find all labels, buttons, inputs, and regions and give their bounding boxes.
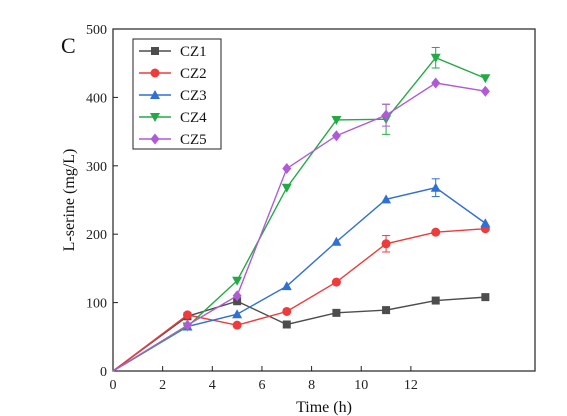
y-tick-label: 0	[100, 365, 107, 380]
legend-item-cz2: CZ2	[139, 66, 207, 82]
legend-label: CZ4	[180, 110, 207, 126]
y-axis-title: L-serine (mg/L)	[61, 149, 78, 252]
legend-item-cz4: CZ4	[139, 110, 207, 126]
data-point	[480, 218, 491, 228]
data-point	[381, 194, 392, 204]
data-point	[282, 306, 292, 316]
series-cz1	[112, 293, 490, 372]
series-line	[112, 296, 486, 372]
data-point	[331, 277, 341, 287]
data-point	[480, 85, 490, 97]
data-point	[281, 281, 292, 291]
series-line	[112, 82, 486, 372]
x-tick-label: 2	[159, 378, 166, 393]
x-tick-label: 6	[258, 378, 265, 393]
legend-marker	[150, 90, 160, 99]
series-cz2	[112, 224, 490, 372]
data-point	[331, 115, 342, 125]
legend-marker	[150, 113, 160, 122]
series-line	[112, 56, 486, 372]
legend-label: CZ2	[180, 66, 207, 82]
data-point	[282, 163, 292, 175]
data-point	[331, 236, 342, 246]
series-line	[112, 228, 486, 372]
data-point	[332, 308, 341, 317]
data-point	[282, 320, 291, 329]
data-point	[331, 130, 341, 142]
data-point	[382, 306, 391, 315]
series-layer	[112, 46, 491, 372]
legend-item-cz5: CZ5	[139, 132, 207, 148]
legend-item-cz1: CZ1	[139, 44, 207, 60]
data-point	[431, 296, 440, 305]
data-point	[431, 227, 441, 237]
legend-label: CZ1	[180, 44, 207, 60]
data-point	[232, 290, 242, 302]
data-point	[182, 319, 192, 331]
series-cz5	[112, 77, 490, 372]
y-tick-label: 200	[86, 228, 107, 243]
data-point	[232, 320, 242, 330]
data-point	[232, 309, 243, 319]
legend-item-cz3: CZ3	[139, 88, 207, 104]
data-point	[281, 183, 292, 193]
data-point	[481, 293, 490, 302]
panel-letter: C	[61, 33, 76, 58]
series-cz3	[112, 182, 491, 372]
legend-marker	[150, 68, 160, 78]
legend-label: CZ3	[180, 88, 207, 104]
data-point	[480, 74, 491, 84]
axes: 0 2 4 6 8 10 12 0 100 200 300 400 500	[86, 23, 418, 393]
y-tick-label: 100	[86, 297, 107, 312]
y-tick-label: 400	[86, 91, 107, 106]
data-point	[232, 276, 243, 286]
legend-marker	[151, 47, 159, 55]
legend-marker	[150, 133, 160, 145]
legend-label: CZ5	[180, 132, 207, 148]
data-point	[431, 77, 441, 89]
plot-frame	[112, 28, 536, 372]
x-tick-label: 8	[308, 378, 315, 393]
x-tick-label: 10	[354, 378, 368, 393]
x-tick-label: 12	[404, 378, 418, 393]
series-line	[112, 186, 486, 372]
x-tick-label: 0	[110, 378, 117, 393]
legend: CZ1 CZ2 CZ3 CZ4 CZ5	[132, 38, 222, 150]
x-axis-title: Time (h)	[296, 399, 352, 416]
x-tick-label: 4	[209, 378, 216, 393]
data-point	[182, 310, 192, 320]
y-tick-label: 300	[86, 160, 107, 175]
y-tick-label: 500	[86, 23, 107, 38]
legend-box	[132, 38, 222, 150]
